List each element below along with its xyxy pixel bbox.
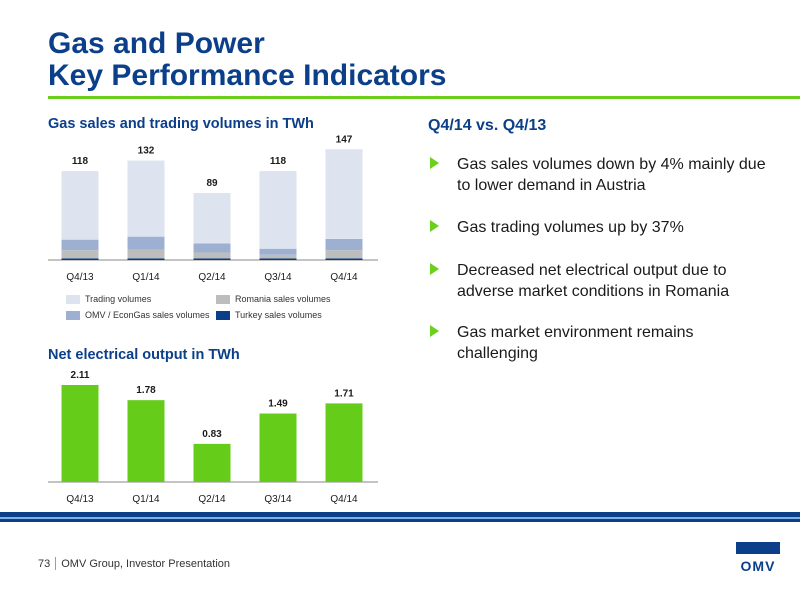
bullet-arrow-icon: [430, 325, 439, 337]
key-points-panel: Q4/14 vs. Q4/13 Gas sales volumes down b…: [428, 117, 788, 362]
bullet-arrow-icon: [430, 157, 439, 169]
gas-bar-segment: [259, 248, 297, 255]
gas-bar-total-label: 89: [206, 178, 218, 189]
gas-x-tick-label: Q3/14: [264, 272, 292, 283]
power-bar-value-label: 0.83: [202, 429, 222, 440]
bullet-arrow-icon: [430, 220, 439, 232]
bullet-text: Decreased net electrical output due to a…: [457, 262, 730, 300]
legend-label-omv-econgas: OMV / EconGas sales volumes: [85, 310, 210, 320]
legend-label-romania: Romania sales volumes: [235, 294, 331, 304]
legend-item-turkey: Turkey sales volumes: [216, 310, 322, 320]
gas-bar-segment: [127, 249, 165, 259]
power-bar: [61, 385, 99, 482]
gas-bar-segment: [193, 252, 231, 259]
gas-bar-segment: [127, 236, 165, 250]
charts-canvas: 118 Q4/13 132 Q1/14 89 Q2/14 118 Q3/14 147 Q4/14 2…: [48, 134, 378, 505]
bullet-arrow-icon: [430, 263, 439, 275]
power-bar: [193, 443, 231, 482]
power-x-tick-label: Q3/14: [264, 494, 292, 505]
legend-item-omv-econgas: OMV / EconGas sales volumes: [66, 310, 210, 320]
gas-bar-segment: [127, 258, 165, 260]
legend-item-trading: Trading volumes: [66, 294, 151, 304]
legend-label-turkey: Turkey sales volumes: [235, 310, 322, 320]
legend-swatch-trading: [66, 294, 80, 304]
footer-band: [0, 512, 800, 522]
power-x-tick-label: Q4/14: [330, 494, 358, 505]
omv-logo-text: OMV: [740, 558, 776, 574]
page-title: Gas and Power Key Performance Indicators: [48, 28, 446, 92]
omv-logo-mark: [736, 542, 780, 554]
power-bar: [325, 403, 363, 482]
footer-separator: [55, 557, 57, 570]
gas-x-tick-label: Q2/14: [198, 272, 226, 283]
bullet-item: Decreased net electrical output due to a…: [428, 260, 778, 302]
gas-bar-segment: [325, 238, 363, 251]
gas-bar-segment: [259, 258, 297, 260]
power-x-tick-label: Q4/13: [66, 494, 94, 505]
bullet-item: Gas market environment remains challengi…: [428, 322, 778, 364]
gas-bar-total-label: 118: [270, 156, 287, 167]
footer-text: OMV Group, Investor Presentation: [61, 557, 230, 570]
gas-bar-segment: [61, 239, 99, 251]
legend-swatch-romania: [216, 294, 230, 304]
gas-bar-total-label: 132: [138, 146, 155, 157]
key-points-heading: Q4/14 vs. Q4/13: [428, 117, 547, 134]
gas-bar-segment: [61, 250, 99, 259]
power-bar-value-label: 1.71: [334, 388, 354, 399]
power-bar-value-label: 1.78: [136, 385, 156, 396]
power-chart-title: Net electrical output in TWh: [48, 347, 240, 363]
power-bar: [259, 413, 297, 482]
page-title-line-2: Key Performance Indicators: [48, 59, 447, 92]
gas-bar-segment: [325, 250, 363, 259]
gas-bar-segment: [127, 160, 165, 237]
title-underline: [48, 96, 800, 99]
bullet-text: Gas market environment remains challengi…: [457, 324, 694, 362]
power-x-tick-label: Q1/14: [132, 494, 160, 505]
gas-bar-segment: [193, 192, 231, 244]
footer: 73 OMV Group, Investor Presentation: [38, 557, 230, 570]
bullet-text: Gas trading volumes up by 37%: [457, 219, 684, 236]
legend-label-trading: Trading volumes: [85, 294, 152, 304]
gas-bar-segment: [259, 171, 297, 249]
gas-chart-title: Gas sales and trading volumes in TWh: [48, 116, 314, 132]
power-x-tick-label: Q2/14: [198, 494, 226, 505]
gas-bar-segment: [193, 243, 231, 253]
gas-bar-total-label: 118: [72, 156, 89, 167]
power-bar-value-label: 1.49: [268, 399, 288, 410]
page-title-line-1: Gas and Power: [48, 27, 265, 60]
gas-bar-total-label: 147: [336, 134, 353, 145]
gas-bar-segment: [325, 149, 363, 239]
gas-bar-segment: [61, 258, 99, 260]
power-bar: [127, 400, 165, 482]
gas-bar-segment: [325, 258, 363, 260]
bullet-text: Gas sales volumes down by 4% mainly due …: [457, 156, 766, 194]
gas-bar-segment: [259, 254, 297, 259]
gas-x-tick-label: Q4/13: [66, 272, 94, 283]
legend-swatch-omv-econgas: [66, 310, 80, 320]
gas-x-tick-label: Q4/14: [330, 272, 358, 283]
page-number: 73: [38, 557, 51, 570]
bullet-item: Gas sales volumes down by 4% mainly due …: [428, 154, 778, 196]
gas-x-tick-label: Q1/14: [132, 272, 160, 283]
omv-logo: OMV: [736, 542, 780, 576]
gas-bar-segment: [61, 171, 99, 240]
gas-bar-segment: [193, 258, 231, 260]
legend-item-romania: Romania sales volumes: [216, 294, 331, 304]
legend-swatch-turkey: [216, 310, 230, 320]
power-bar-value-label: 2.11: [71, 370, 90, 381]
bullet-item: Gas trading volumes up by 37%: [428, 217, 778, 238]
